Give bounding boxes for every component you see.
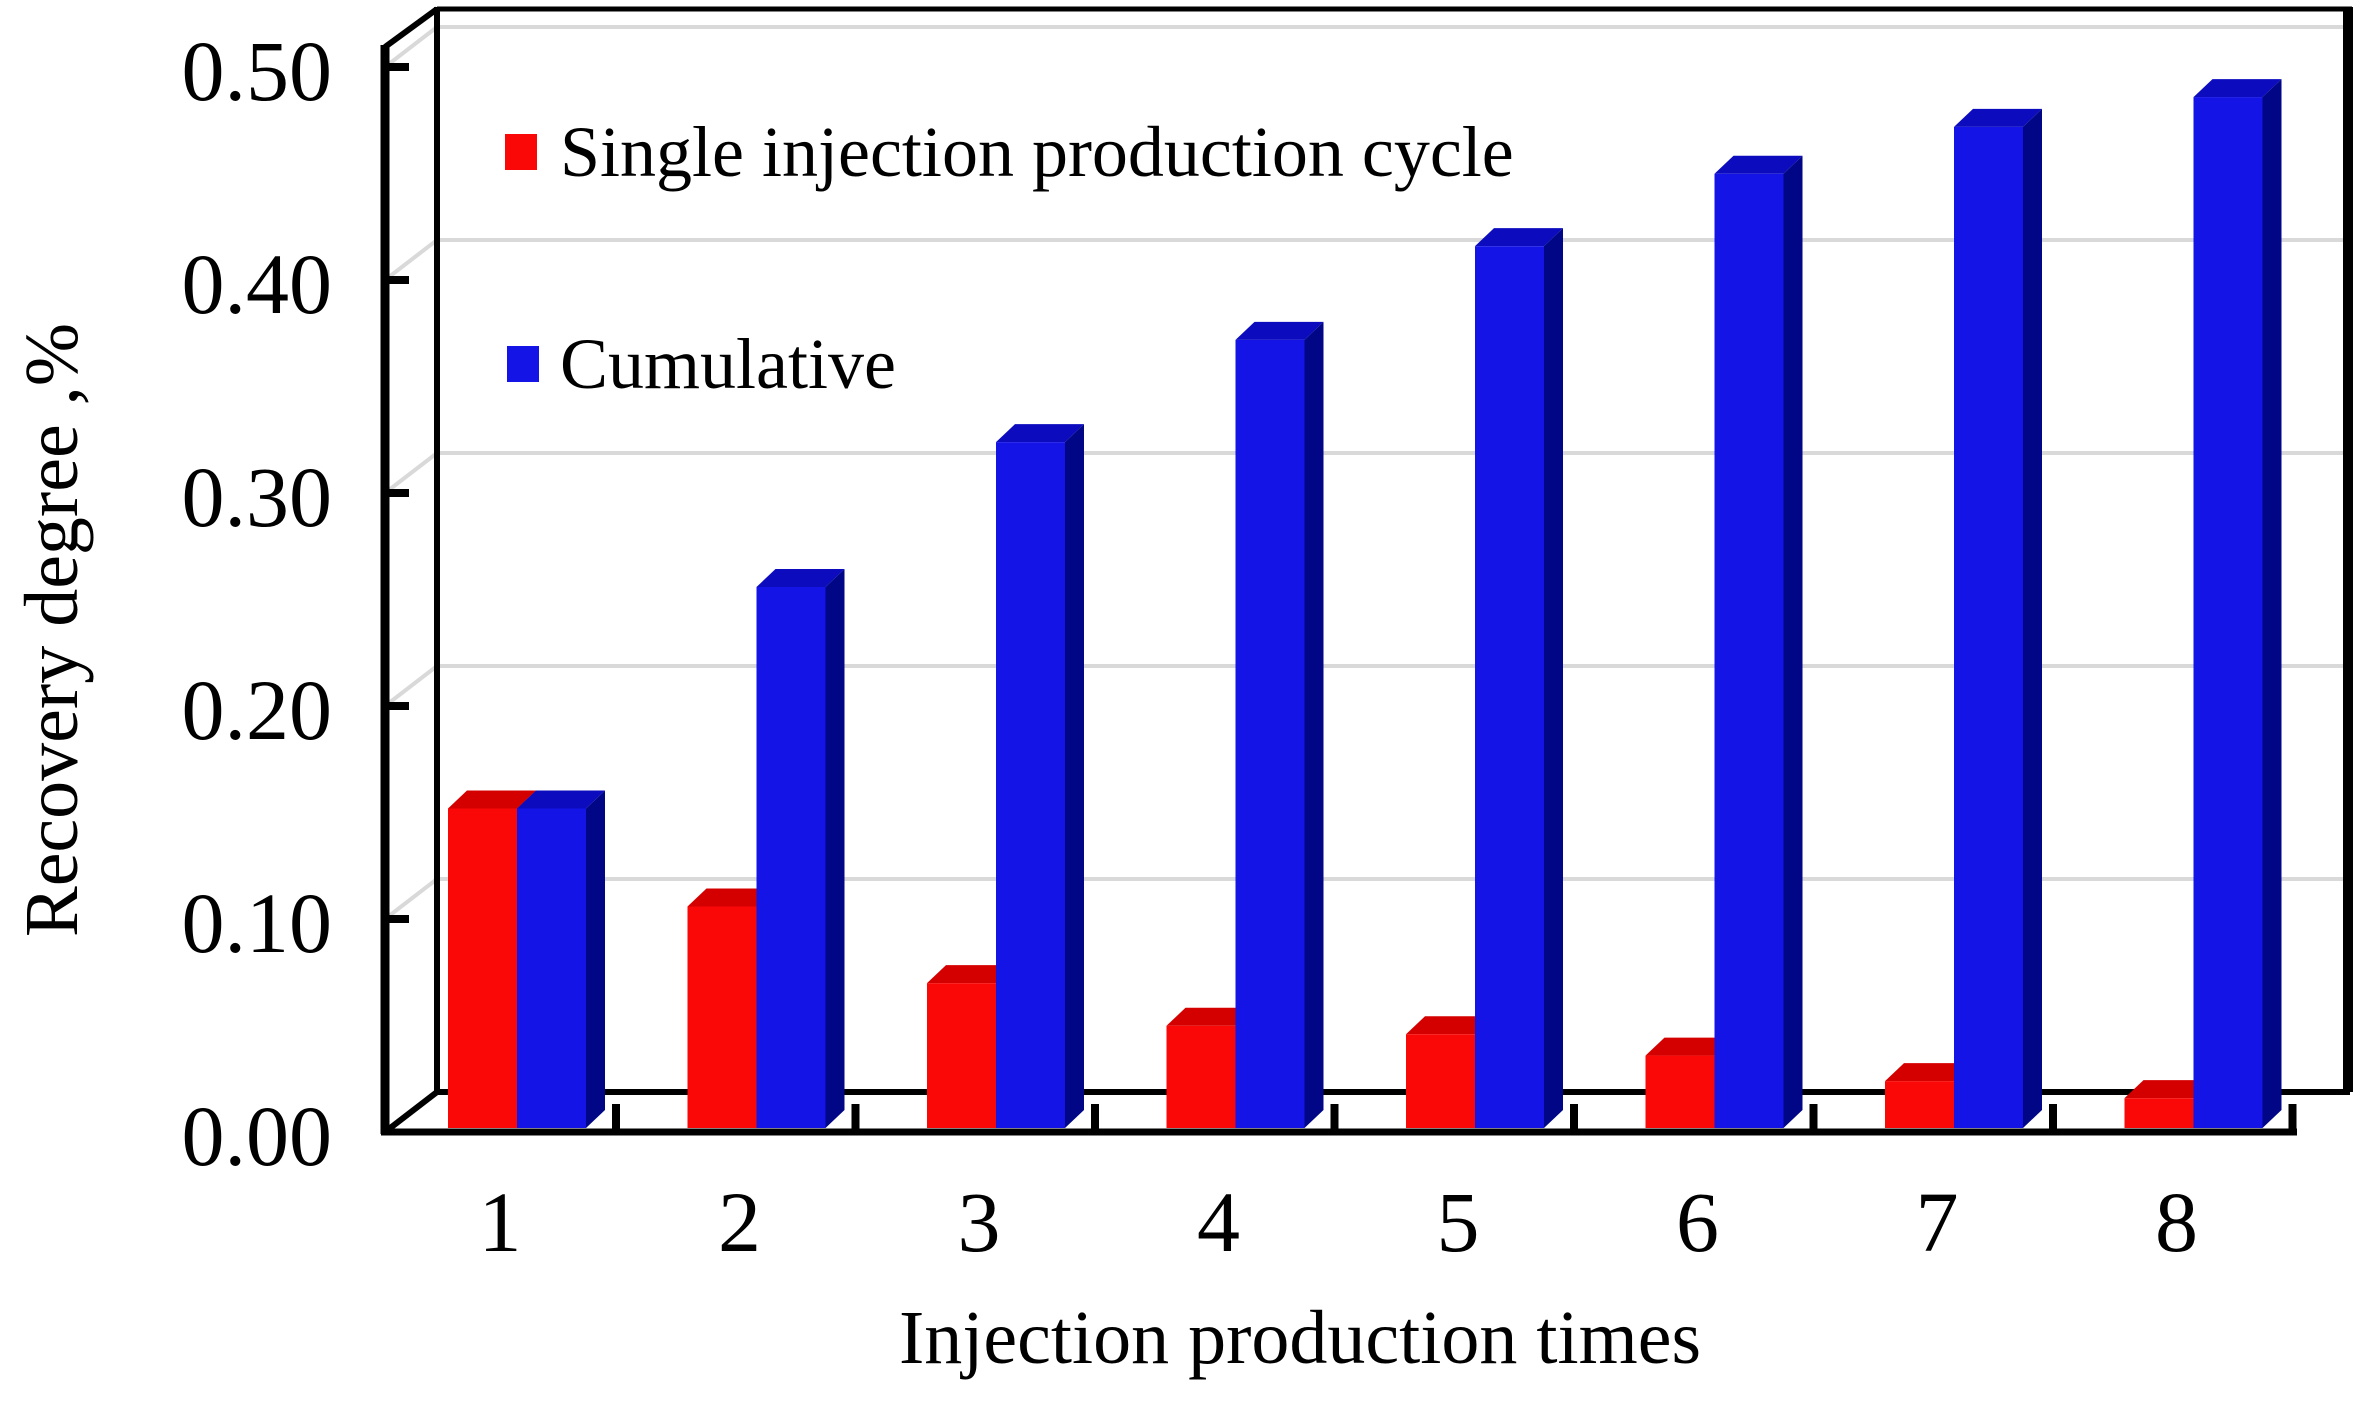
x-tick-label-1: 1 [479,1174,522,1270]
bars [448,79,2282,1129]
bar-cumulative-5-front [1475,246,1544,1128]
bar-single-3-top [927,965,1015,984]
bar-single-4-top [1166,1007,1255,1026]
y-tick-label-0.30: 0.30 [182,449,333,545]
bar-cumulative-7-top [1954,108,2042,127]
legend-swatch-cumulative [507,346,539,382]
y-tick-label-0.20: 0.20 [182,662,333,758]
bar-single-1-front [448,808,517,1128]
bar-cumulative-6-side [1783,155,1803,1128]
bar-cumulative-3-front [996,442,1065,1128]
x-tick-label-3: 3 [958,1174,1001,1270]
x-tick-label-7: 7 [1916,1174,1959,1270]
x-tick-label-2: 2 [718,1174,761,1270]
bar-cumulative-2-side [825,568,845,1128]
bar-single-8-front [2124,1098,2194,1128]
legend-swatch-single [505,134,537,170]
x-tick-label-6: 6 [1676,1174,1719,1270]
bar-cumulative-8-side [2262,79,2282,1129]
bar-single-7-top [1885,1063,1973,1082]
bar-single-2-front [687,906,757,1128]
bar-cumulative-1-top [517,790,605,809]
floor-left-diagonal [383,1089,439,1135]
bar-cumulative-8-top [2193,79,2282,98]
bar-cumulative-6-front [1714,173,1784,1128]
bar-cumulative-1-side [586,790,605,1128]
bar-single-8-top [2124,1080,2213,1099]
bar-single-6-top [1645,1037,1734,1056]
axis-titles: Injection production times Recovery degr… [10,323,1701,1380]
x-ticks [612,1104,2297,1134]
bar-cumulative-3-top [996,424,1084,443]
bar-single-5-front [1406,1034,1475,1128]
y-tick-label-0.50: 0.50 [182,23,333,119]
bar-cumulative-2-front [756,586,826,1128]
y-tick-label-0.00: 0.00 [182,1088,333,1184]
bar-single-2-top [687,888,776,907]
y-tick-labels: 0.00 0.10 0.20 0.30 0.40 0.50 [182,23,333,1184]
bar-single-5-top [1406,1016,1494,1035]
y-axis-title: Recovery degree ,% [10,323,94,937]
bar-cumulative-4-side [1304,321,1324,1128]
x-tick-label-8: 8 [2155,1174,2198,1270]
bar-cumulative-7-side [2023,108,2042,1128]
axis-top-diagonal [383,6,439,50]
legend-label-cumulative: Cumulative [560,324,896,404]
bar-single-7-front [1885,1081,1954,1128]
bar-cumulative-4-top [1235,321,1324,340]
bar-cumulative-7-front [1954,126,2023,1128]
bar-cumulative-5-side [1544,228,1563,1128]
y-tick-label-0.40: 0.40 [182,236,333,332]
bar-cumulative-6-top [1714,155,1803,174]
bar-single-4-front [1166,1025,1236,1128]
x-tick-labels: 1 2 3 4 5 6 7 8 [479,1174,2199,1270]
y-ticks [383,63,409,923]
bar-cumulative-3-side [1065,424,1084,1128]
legend-label-single: Single injection production cycle [560,112,1514,192]
bar-cumulative-4-front [1235,339,1305,1128]
x-tick-label-5: 5 [1437,1174,1480,1270]
legend: Single injection production cycle Cumula… [505,112,1514,404]
y-tick-label-0.10: 0.10 [182,875,333,971]
bar-cumulative-1-front [517,808,586,1128]
bar-single-1-top [448,790,536,809]
bar-cumulative-8-front [2193,97,2263,1129]
x-tick-label-4: 4 [1197,1174,1240,1270]
bar-cumulative-5-top [1475,228,1563,247]
bar-single-6-front [1645,1055,1715,1128]
bar-cumulative-2-top [756,568,845,587]
bar-single-3-front [927,983,996,1128]
x-axis-title: Injection production times [899,1296,1701,1380]
